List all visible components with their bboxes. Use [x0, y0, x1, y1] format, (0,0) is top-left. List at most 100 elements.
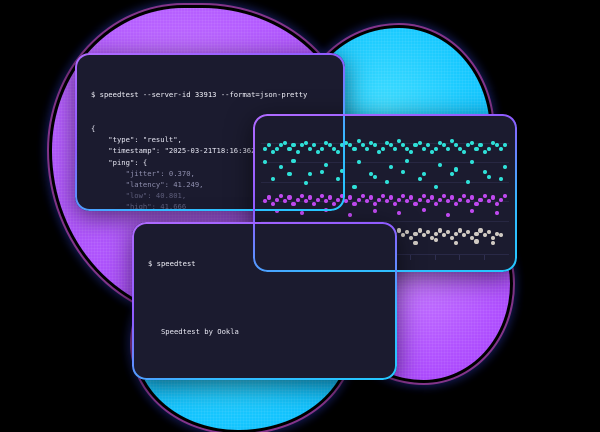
chart-dot-upload	[372, 201, 377, 206]
chart-dot-latency	[490, 240, 495, 245]
json-line: "high": 41.666	[91, 202, 187, 211]
chart-dot-upload	[425, 199, 430, 204]
chart-dot-latency	[413, 232, 418, 237]
chart-dot-upload	[283, 199, 288, 204]
chart-dot-download	[368, 172, 373, 177]
chart-dot-upload	[372, 208, 377, 214]
chart-dot-download	[486, 146, 491, 151]
chart-dot-upload	[441, 194, 447, 199]
chart-dot-upload	[413, 201, 418, 206]
summary-terminal-text: $ speedtest Speedtest by Ookla Server: A…	[132, 222, 397, 380]
summary-output-panel: $ speedtest Speedtest by Ookla Server: A…	[132, 222, 397, 380]
chart-dot-download	[482, 169, 487, 174]
chart-dot-download	[425, 143, 430, 148]
chart-dot-download	[263, 146, 268, 151]
chart-dot-upload	[421, 207, 426, 212]
chart-dot-download	[433, 184, 438, 189]
json-line: "ping": {	[91, 157, 148, 167]
chart-dot-upload	[445, 199, 451, 204]
chart-dot-download	[348, 143, 353, 148]
chart-dot-upload	[380, 194, 386, 199]
chart-dot-download	[429, 150, 434, 155]
chart-dot-upload	[275, 208, 280, 214]
chart-dot-download	[360, 143, 365, 148]
chart-dot-download	[421, 146, 426, 151]
chart-dot-upload	[417, 197, 422, 203]
chart-dot-download	[368, 140, 373, 145]
chart-dot-upload	[344, 199, 349, 204]
chart-dot-download	[356, 139, 361, 144]
chart-dot-latency	[470, 235, 475, 240]
chart-dot-upload	[295, 197, 300, 203]
json-command-line: $ speedtest --server-id 33913 --format=j…	[91, 89, 331, 100]
chart-dot-upload	[482, 194, 487, 199]
chart-dot-download	[311, 143, 316, 148]
chart-dot-latency	[494, 232, 499, 237]
chart-dot-upload	[348, 212, 353, 217]
chart-dot-upload	[360, 194, 365, 199]
chart-dot-download	[340, 168, 345, 173]
chart-dot-upload	[393, 201, 398, 206]
chart-dot-download	[323, 140, 329, 145]
summary-command-line: $ speedtest	[148, 258, 383, 269]
chart-dot-upload	[352, 201, 357, 206]
chart-dot-download	[421, 172, 426, 177]
chart-dot-upload	[315, 197, 320, 203]
chart-dot-upload	[323, 207, 329, 212]
chart-dot-upload	[267, 195, 272, 200]
chart-dot-latency	[474, 239, 479, 244]
chart-dot-download	[393, 146, 398, 151]
chart-dot-latency	[405, 229, 410, 234]
chart-dot-latency	[401, 233, 406, 238]
chart-dot-upload	[271, 201, 276, 206]
chart-dot-download	[470, 140, 475, 145]
chart-dot-download	[307, 146, 312, 151]
chart-dot-download	[433, 146, 438, 151]
json-line: "jitter": 0.370,	[91, 168, 195, 178]
chart-dot-download	[372, 143, 377, 148]
chart-dot-upload	[445, 212, 451, 217]
chart-dot-upload	[494, 201, 499, 206]
chart-dot-download	[450, 172, 455, 177]
chart-dot-upload	[279, 194, 284, 199]
chart-dot-upload	[397, 211, 402, 216]
chart-dot-upload	[311, 201, 316, 206]
chart-dot-upload	[336, 197, 341, 203]
chart-dot-latency	[421, 233, 426, 238]
chart-dot-download	[332, 146, 337, 151]
chart-dot-download	[303, 180, 308, 185]
chart-dot-download	[319, 146, 325, 151]
chart-dot-upload	[384, 199, 390, 204]
json-line: {	[91, 124, 96, 134]
chart-dot-upload	[486, 199, 491, 204]
chart-dot-download	[486, 174, 491, 179]
chart-dot-latency	[490, 235, 495, 240]
chart-dot-download	[478, 143, 483, 148]
chart-dot-upload	[450, 195, 455, 200]
chart-dot-upload	[319, 194, 325, 199]
chart-dot-upload	[498, 197, 503, 203]
chart-dot-upload	[494, 211, 499, 216]
chart-dot-download	[498, 177, 503, 182]
chart-dot-download	[502, 143, 507, 148]
chart-dot-download	[466, 143, 471, 148]
chart-dot-upload	[263, 199, 268, 204]
spacer-line	[148, 292, 383, 303]
chart-dot-download	[389, 143, 394, 148]
chart-dot-latency	[441, 233, 447, 238]
chart-dot-upload	[401, 194, 406, 199]
chart-dot-download	[417, 177, 422, 182]
chart-dot-upload	[291, 201, 296, 206]
chart-dot-download	[287, 146, 292, 151]
chart-dot-download	[279, 164, 284, 170]
chart-dot-download	[397, 139, 402, 144]
chart-dot-download	[413, 143, 418, 148]
chart-dot-latency	[437, 228, 442, 233]
chart-dot-upload	[466, 199, 471, 204]
chart-dot-upload	[348, 195, 353, 200]
chart-dot-download	[263, 160, 268, 165]
chart-dot-upload	[502, 194, 507, 199]
chart-dot-download	[380, 146, 386, 151]
chart-dot-download	[437, 140, 442, 145]
chart-gridline	[261, 162, 509, 164]
